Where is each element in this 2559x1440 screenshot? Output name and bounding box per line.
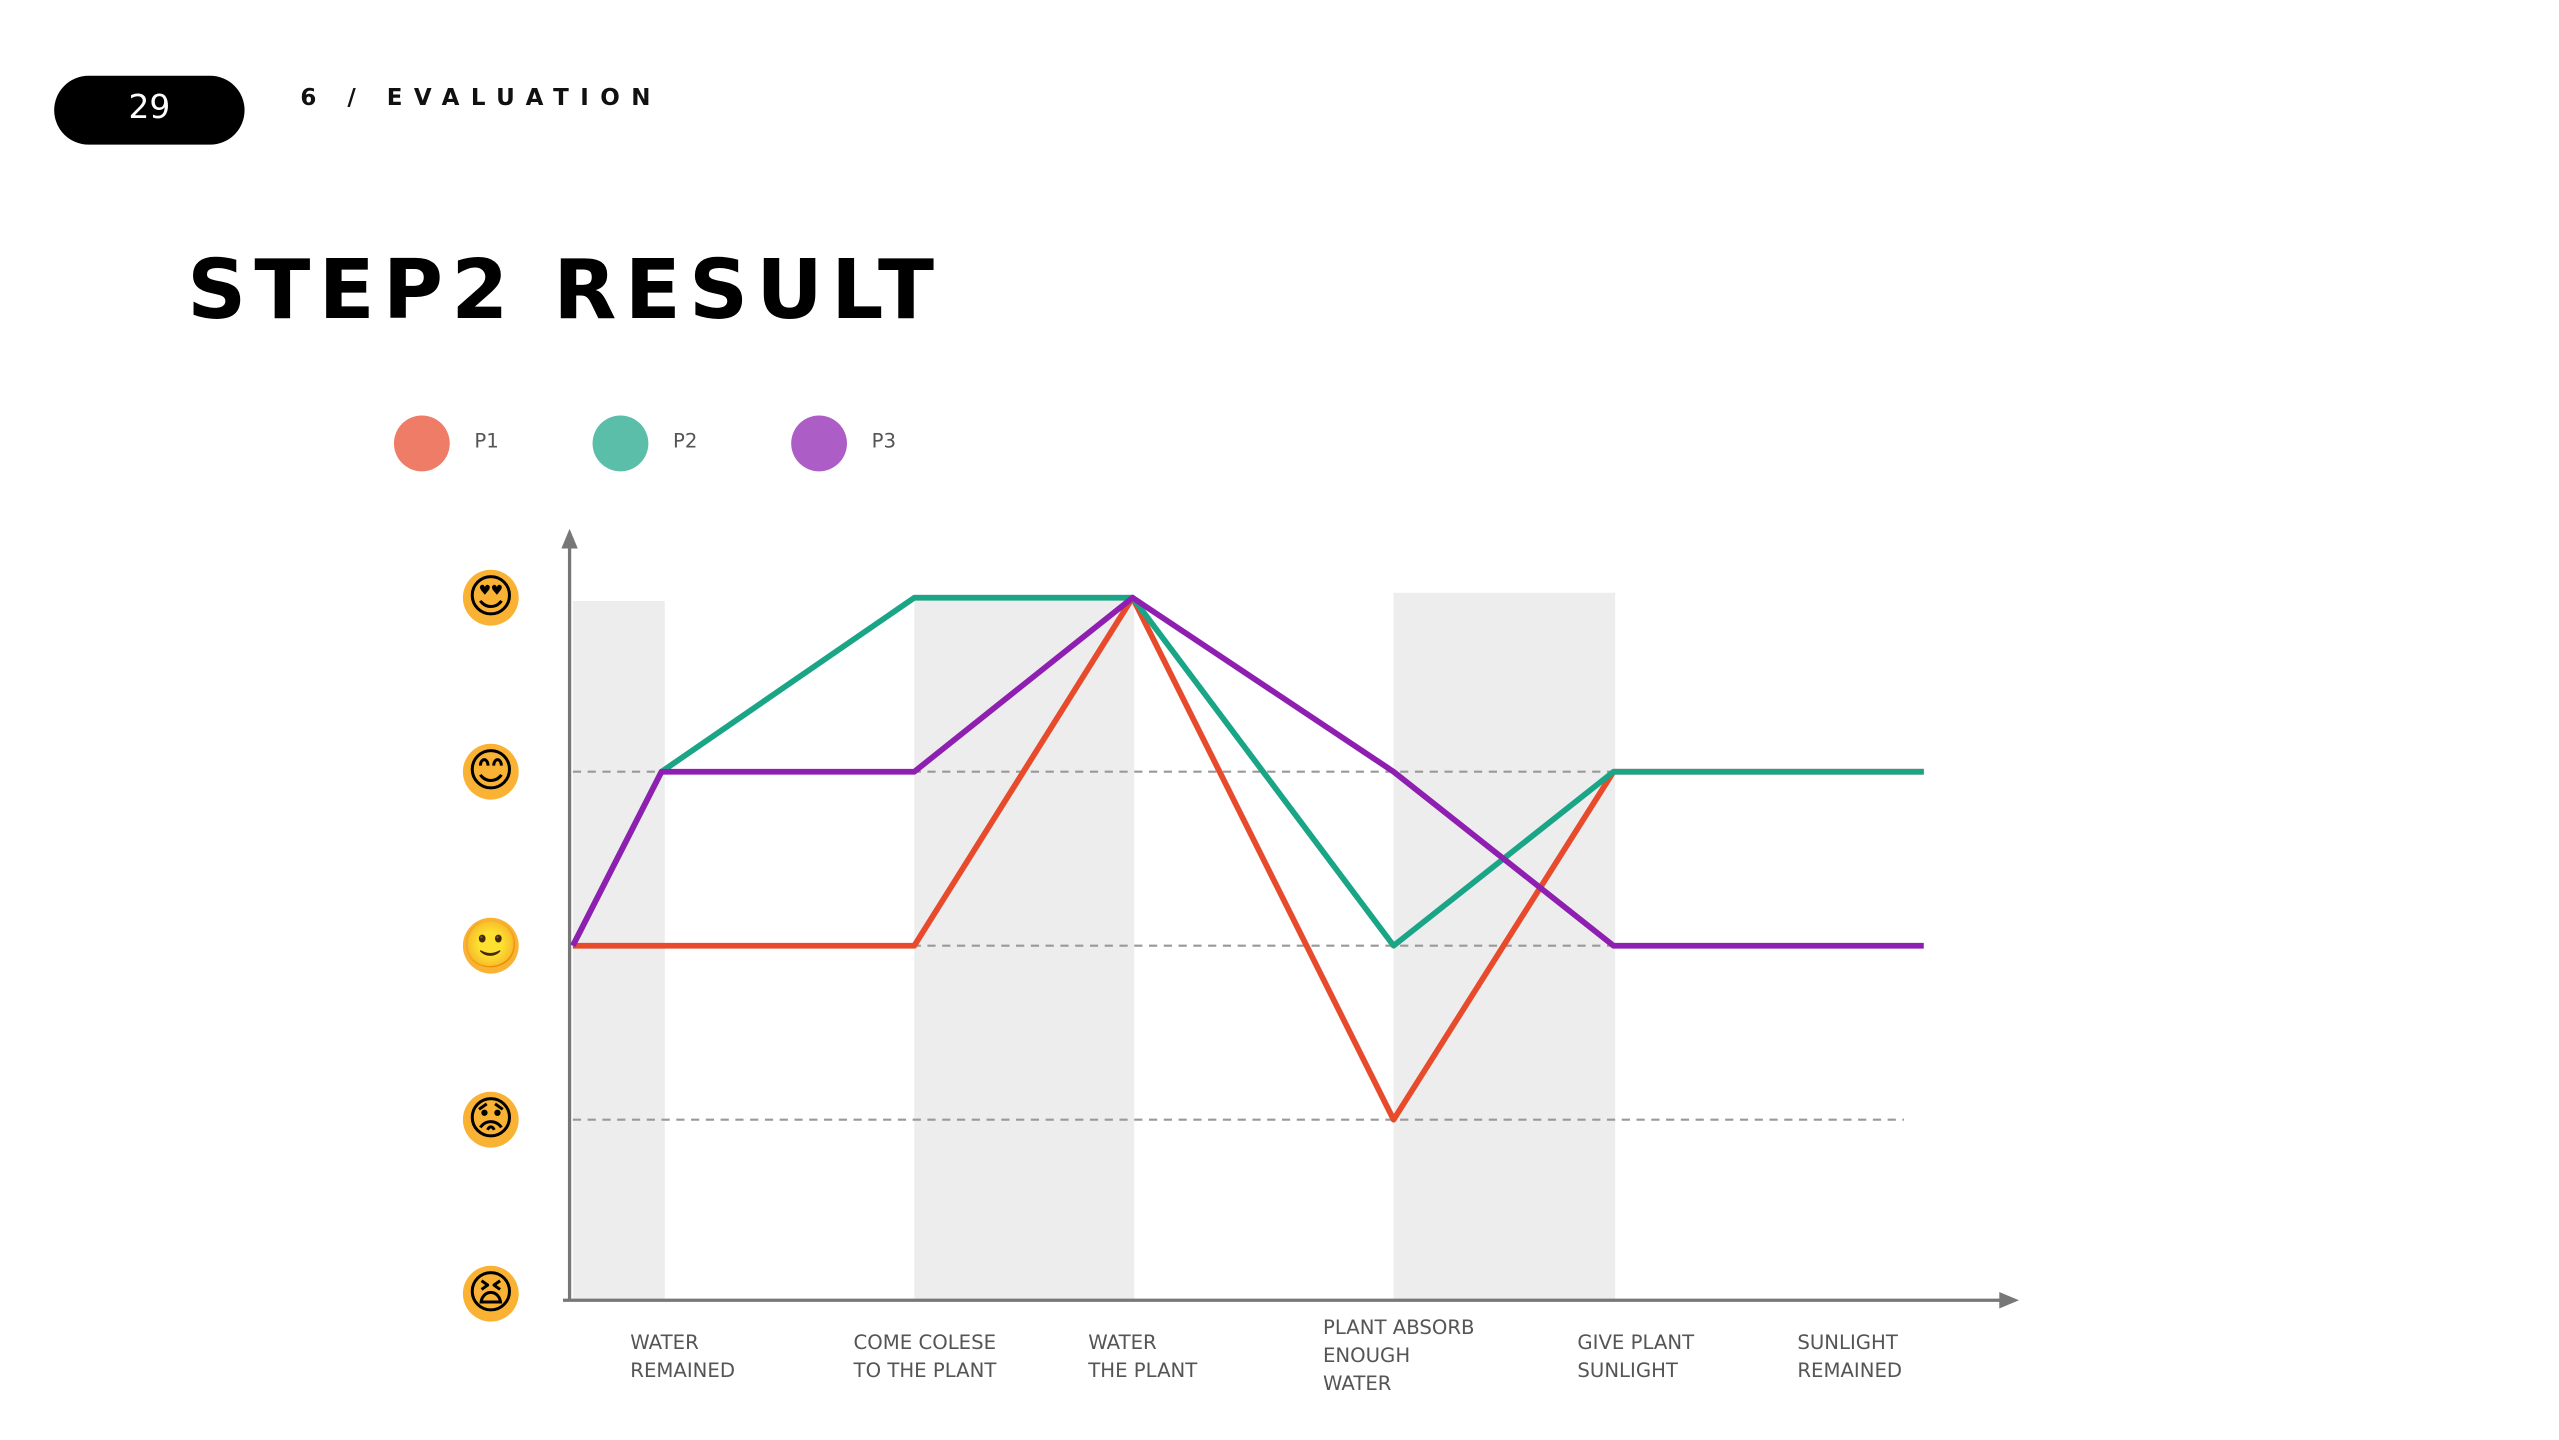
x-tick-line: SUNLIGHT — [1797, 1330, 1898, 1353]
slide-number: 29 — [128, 88, 170, 126]
emoji-face — [462, 917, 519, 974]
y-tick-label: 🙂 — [462, 917, 519, 971]
legend-swatch — [791, 415, 847, 472]
x-tick-line: ENOUGH — [1323, 1344, 1410, 1367]
band — [572, 600, 665, 1299]
y-tick-label: 😫 — [467, 1265, 515, 1319]
series-line — [570, 594, 1924, 949]
x-tick-line: REMAINED — [1797, 1358, 1902, 1381]
emoji-face — [462, 743, 519, 800]
x-tick-line: THE PLANT — [1087, 1358, 1198, 1381]
x-tick-label: PLANT ABSORB ENOUGH WATER — [1323, 1316, 1475, 1395]
legend-label: P3 — [872, 429, 896, 452]
y-tick-label: 😍 — [467, 569, 515, 623]
y-tick-label: 😊 — [467, 743, 515, 797]
chart-title: STEP2 RESULT — [187, 243, 942, 338]
x-tick-label: GIVE PLANT SUNLIGHT — [1577, 1330, 1695, 1381]
x-tick-line: COME COLESE — [854, 1330, 997, 1353]
x-tick-line: SUNLIGHT — [1577, 1358, 1678, 1381]
y-tick-label: 😟 — [467, 1091, 515, 1145]
legend-swatch — [393, 415, 450, 472]
emoji-face — [462, 569, 519, 626]
section-label: 6 / EVALUATION — [300, 85, 662, 111]
page-pill — [54, 75, 245, 145]
x-tick-line: TO THE PLANT — [853, 1358, 998, 1381]
x-tick-label: WATER REMAINED — [630, 1330, 735, 1381]
legend-swatch — [592, 415, 649, 472]
emoji-face — [462, 1091, 519, 1148]
legend-label: P2 — [673, 429, 697, 452]
x-tick-label: SUNLIGHT REMAINED — [1797, 1330, 1902, 1381]
legend-label: P1 — [474, 429, 498, 452]
x-tick-line: GIVE PLANT — [1577, 1330, 1695, 1353]
y-arrow — [561, 528, 578, 549]
x-tick-line: WATER — [630, 1330, 699, 1353]
emoji-face — [462, 1265, 519, 1322]
x-arrow — [1999, 1292, 2019, 1309]
x-tick-line: WATER — [1088, 1330, 1157, 1353]
x-tick-line: REMAINED — [630, 1358, 735, 1381]
x-tick-line: WATER — [1323, 1371, 1392, 1394]
x-tick-label: COME COLESE TO THE PLANT — [853, 1330, 998, 1381]
x-tick-label: WATER THE PLANT — [1087, 1330, 1198, 1381]
x-tick-line: PLANT ABSORB — [1323, 1316, 1475, 1339]
